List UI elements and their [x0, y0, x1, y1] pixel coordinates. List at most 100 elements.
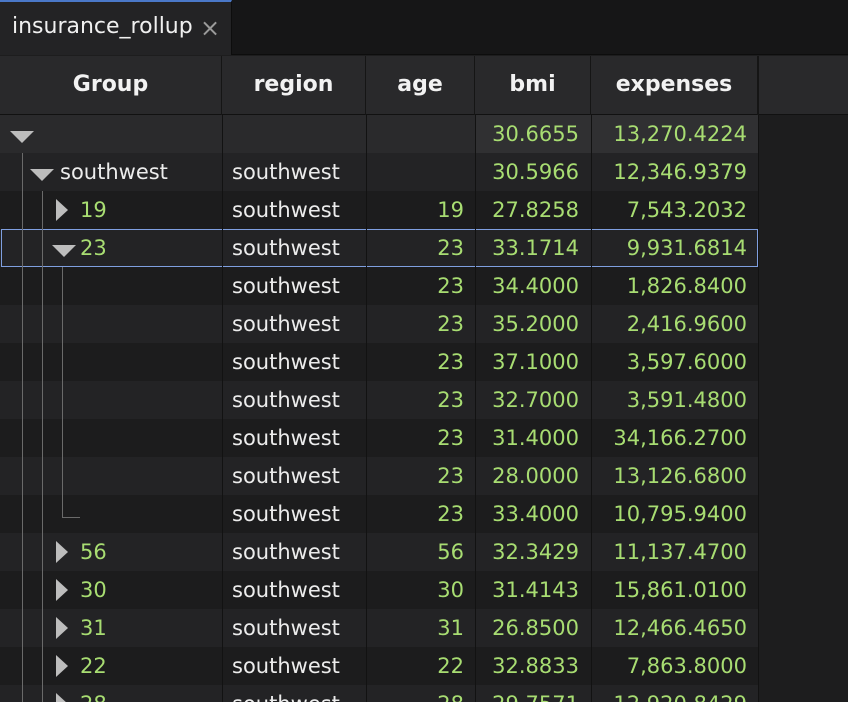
bmi-cell: 29.7571 [475, 685, 579, 702]
selected-row-outline [1, 229, 758, 267]
region-cell: southwest [232, 616, 340, 640]
expenses-cell: 1,826.8400 [626, 274, 747, 298]
bmi-cell: 33.1714 [492, 236, 579, 260]
expenses-cell: 13,270.4224 [613, 122, 747, 146]
age-cell: 19 [437, 198, 464, 222]
header-filler [758, 56, 759, 115]
tab-close-button[interactable]: × [200, 14, 221, 42]
tab-bar: insurance_rollup × [0, 0, 848, 55]
table-row[interactable]: 22 southwest 22 32.8833 7,863.8000 [0, 647, 758, 685]
group-cell: 19 [80, 198, 107, 222]
expand-toggle[interactable] [56, 199, 68, 221]
group-cell: 31 [80, 616, 107, 640]
expand-toggle[interactable] [56, 541, 68, 563]
age-cell: 23 [437, 236, 464, 260]
age-cell: 23 [437, 274, 464, 298]
region-cell: southwest [232, 464, 340, 488]
column-header[interactable]: bmi [475, 56, 591, 115]
age-cell: 23 [437, 502, 464, 526]
expenses-cell: 12,920.8429 [591, 685, 747, 702]
tree-line [42, 191, 43, 702]
table-row[interactable]: southwest 23 31.4000 34,166.2700 [0, 419, 758, 457]
bmi-cell: 27.8258 [492, 198, 579, 222]
group-cell: 30 [80, 578, 107, 602]
bmi-cell: 31.4143 [492, 578, 579, 602]
tree-line [62, 267, 63, 517]
table-row[interactable]: southwest 23 32.7000 3,591.4800 [0, 381, 758, 419]
expenses-cell: 9,931.6814 [626, 236, 747, 260]
expenses-cell: 3,591.4800 [626, 388, 747, 412]
bmi-cell: 30.6655 [492, 122, 579, 146]
expand-toggle[interactable] [56, 579, 68, 601]
age-cell: 23 [437, 388, 464, 412]
age-cell: 23 [437, 464, 464, 488]
table-row[interactable]: 23 southwest 23 33.1714 9,931.6814 [0, 229, 758, 267]
age-cell: 23 [437, 350, 464, 374]
table-row[interactable]: southwest 23 33.4000 10,795.9400 [0, 495, 758, 533]
column-separator [591, 115, 592, 702]
group-cell: 28 [80, 685, 107, 702]
expand-toggle[interactable] [52, 245, 76, 257]
age-cell: 56 [437, 540, 464, 564]
table-row[interactable]: 28 southwest 28 29.7571 12,920.8429 [0, 685, 758, 702]
bmi-cell: 30.5966 [492, 160, 579, 184]
age-cell: 28 [366, 685, 464, 702]
bmi-cell: 32.3429 [492, 540, 579, 564]
column-separator [366, 115, 367, 702]
region-cell: southwest [232, 578, 340, 602]
table-row[interactable]: 30.6655 13,270.4224 [0, 115, 758, 153]
table-row[interactable]: southwest southwest 30.5966 12,346.9379 [0, 153, 758, 191]
table-row[interactable]: southwest 23 37.1000 3,597.6000 [0, 343, 758, 381]
expand-toggle[interactable] [10, 131, 34, 143]
table-row[interactable]: 56 southwest 56 32.3429 11,137.4700 [0, 533, 758, 571]
column-header[interactable]: Group [0, 56, 222, 115]
group-cell: 22 [80, 654, 107, 678]
expand-toggle[interactable] [30, 169, 54, 181]
group-cell: southwest [60, 160, 168, 184]
bmi-cell: 28.0000 [492, 464, 579, 488]
column-header[interactable]: expenses [591, 56, 758, 115]
region-cell: southwest [232, 198, 340, 222]
table-row[interactable]: 19 southwest 19 27.8258 7,543.2032 [0, 191, 758, 229]
column-header[interactable]: region [222, 56, 366, 115]
table-row[interactable]: southwest 23 34.4000 1,826.8400 [0, 267, 758, 305]
tree-line [62, 517, 80, 518]
expenses-cell: 15,861.0100 [613, 578, 747, 602]
column-separator [758, 115, 759, 702]
table-row[interactable]: southwest 23 35.2000 2,416.9600 [0, 305, 758, 343]
region-cell: southwest [232, 388, 340, 412]
group-cell: 23 [80, 236, 107, 260]
expenses-cell: 2,416.9600 [626, 312, 747, 336]
expenses-cell: 34,166.2700 [613, 426, 747, 450]
age-cell: 23 [437, 426, 464, 450]
region-cell: southwest [232, 502, 340, 526]
region-cell: southwest [232, 160, 340, 184]
column-header[interactable]: age [366, 56, 475, 115]
region-cell: southwest [232, 540, 340, 564]
bmi-cell: 32.8833 [492, 654, 579, 678]
bmi-cell: 33.4000 [492, 502, 579, 526]
table-header: Group region age bmi expenses [0, 56, 848, 115]
bmi-cell: 37.1000 [492, 350, 579, 374]
table-row[interactable]: 30 southwest 30 31.4143 15,861.0100 [0, 571, 758, 609]
region-cell: southwest [232, 312, 340, 336]
table-row[interactable]: southwest 23 28.0000 13,126.6800 [0, 457, 758, 495]
bmi-cell: 32.7000 [492, 388, 579, 412]
column-separator [475, 115, 476, 702]
column-separator [222, 115, 223, 702]
total-highlight [475, 115, 758, 153]
table-row[interactable]: 31 southwest 31 26.8500 12,466.4650 [0, 609, 758, 647]
table-body: 30.6655 13,270.4224 southwest southwest 30.5… [0, 115, 848, 702]
expenses-cell: 3,597.6000 [626, 350, 747, 374]
age-cell: 23 [437, 312, 464, 336]
expand-toggle[interactable] [56, 693, 68, 702]
age-cell: 22 [437, 654, 464, 678]
expenses-cell: 12,346.9379 [613, 160, 747, 184]
region-cell: southwest [232, 350, 340, 374]
tab[interactable]: insurance_rollup × [0, 0, 232, 55]
expand-toggle[interactable] [56, 655, 68, 677]
expand-toggle[interactable] [56, 617, 68, 639]
region-cell: southwest [232, 685, 340, 702]
bmi-cell: 31.4000 [492, 426, 579, 450]
